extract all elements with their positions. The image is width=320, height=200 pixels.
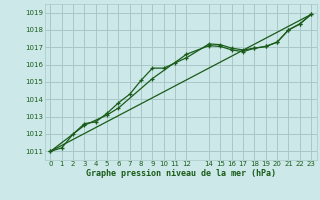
X-axis label: Graphe pression niveau de la mer (hPa): Graphe pression niveau de la mer (hPa) [86, 169, 276, 178]
